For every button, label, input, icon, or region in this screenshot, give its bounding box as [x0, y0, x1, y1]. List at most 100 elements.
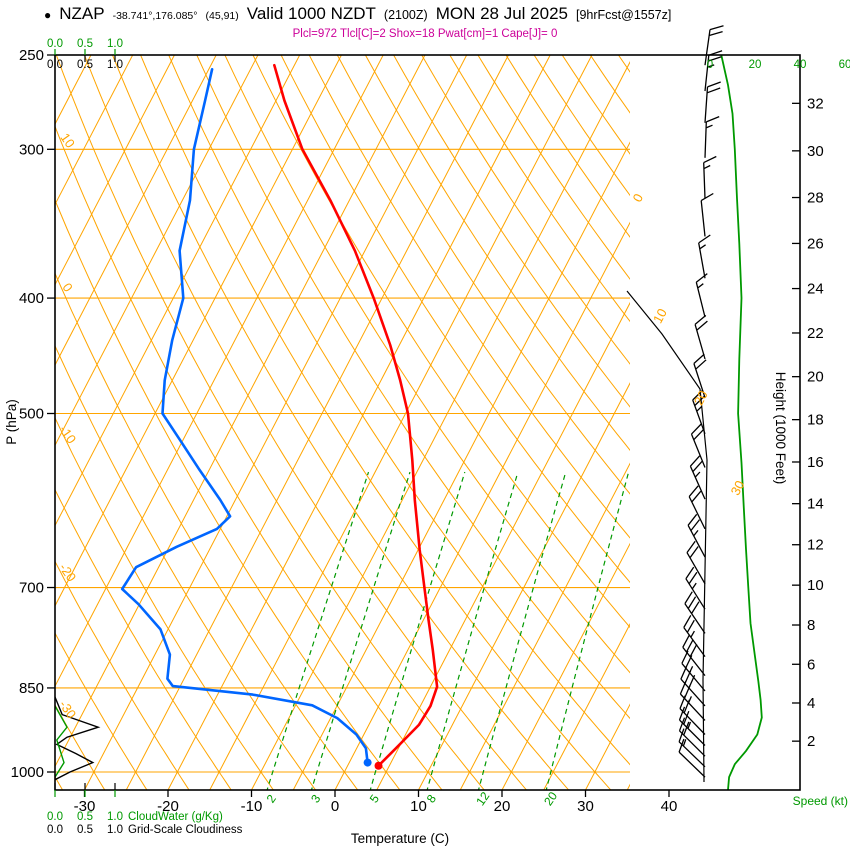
wind-barb	[704, 81, 721, 123]
dry-adiabat-line	[55, 198, 401, 790]
height-tick-label: 10	[807, 577, 824, 594]
wind-barb	[687, 513, 706, 558]
wind-barb	[680, 666, 706, 707]
isotherm-line	[55, 55, 134, 206]
isotherm-line	[55, 55, 175, 286]
temperature-tick-label: 0	[331, 798, 339, 815]
dry-adiabat-line	[224, 55, 630, 674]
dry-adiabat-line	[55, 416, 275, 790]
wind-barb	[689, 455, 706, 500]
dry-adiabat-line	[759, 55, 850, 792]
dry-adiabat-line	[449, 55, 630, 323]
isotherm-line	[55, 55, 426, 768]
mixing-ratio-lines	[266, 471, 630, 790]
wind-barb	[700, 192, 714, 237]
wind-barb	[703, 155, 717, 199]
wind-barb	[679, 680, 706, 721]
height-tick-label: 30	[807, 143, 824, 160]
height-tick-label: 18	[807, 412, 824, 429]
cloudiness-scale-label: 0.5	[77, 59, 93, 71]
mixing-ratio-value-label: 2	[264, 792, 279, 806]
dry-adiabat-line	[308, 55, 630, 539]
wind-barb	[694, 314, 708, 360]
wind-barb	[678, 728, 706, 768]
dry-adiabat-line	[364, 55, 630, 451]
dry-adiabat-line	[252, 55, 630, 629]
temperature-trace	[272, 63, 439, 768]
wind-barb	[686, 540, 706, 585]
dry-adiabat-line	[393, 55, 630, 408]
dry-adiabat-line	[55, 55, 485, 790]
skewt-grid	[55, 55, 850, 792]
cloudwater-scale-label: 0.0	[47, 811, 63, 823]
height-tick-label: 32	[807, 95, 824, 112]
isotherm-line	[251, 61, 630, 790]
cloudiness-scale-label: 1.0	[107, 59, 123, 71]
dry-adiabat-line	[843, 55, 850, 792]
height-axis-title: Height (1000 Feet)	[773, 372, 788, 485]
wind-barb	[679, 695, 706, 735]
height-tick-label: 16	[807, 454, 824, 471]
isotherm-line	[55, 55, 217, 367]
wind-barb	[688, 485, 706, 530]
temperature-tick-label: -30	[74, 798, 96, 815]
dry-adiabat-line	[55, 125, 443, 790]
cloudiness-scale-label: 1.0	[107, 824, 123, 836]
wind-panel	[626, 25, 763, 790]
temperature-tick-label: 30	[577, 798, 594, 815]
cloudwater-scale-label: 1.0	[107, 38, 123, 50]
pressure-tick-label: 250	[19, 47, 44, 64]
speed-tick-label: 60	[839, 59, 850, 71]
pressure-tick-label: 500	[19, 405, 44, 422]
cloudwater-scale-label: 0.0	[47, 38, 63, 50]
surface-temperature-dot	[374, 761, 383, 770]
cloudwater-scale-label: 0.5	[77, 811, 93, 823]
height-tick-label: 24	[807, 281, 824, 298]
dry-adiabat-line	[55, 488, 232, 790]
mixing-ratio-line	[266, 471, 370, 790]
isotherm-line	[292, 141, 630, 790]
dry-adiabat-line	[505, 55, 630, 238]
temperature-tick-label: 10	[410, 798, 427, 815]
plot-border	[54, 54, 801, 791]
surface-dewpoint-dot	[363, 758, 372, 767]
temperature-tick-label: 20	[494, 798, 511, 815]
dry-adiabat-line	[196, 55, 630, 720]
dry-adiabat-line	[421, 55, 630, 365]
adiabat-value-label: -20	[56, 560, 79, 584]
station-name: NZAP	[59, 4, 105, 23]
wind-barb	[704, 115, 720, 158]
station-coords: -38.741°,176.085°	[112, 10, 198, 22]
wind-barb	[698, 234, 711, 279]
cloudwater-title: CloudWater (g/Kg)	[128, 811, 223, 823]
isotherm-line	[501, 542, 630, 790]
speed-tick-label: 0	[707, 59, 713, 71]
wind-barb	[678, 717, 706, 757]
pressure-tick-label: 700	[19, 580, 44, 597]
dry-adiabat-line	[55, 632, 148, 790]
isotherm-line	[84, 55, 468, 790]
speed-tick-label: 20	[749, 59, 762, 71]
wind-barb	[683, 614, 706, 657]
isotherm-value-label: 30	[728, 478, 748, 498]
station-bullet-icon: ●	[44, 8, 52, 22]
mixing-ratio-value-label: 20	[541, 789, 560, 808]
speed-axis-title: Speed (kt)	[793, 794, 848, 808]
height-tick-label: 28	[807, 190, 824, 207]
isotherm-value-label: 20	[691, 388, 711, 408]
valid-time: Valid 1000 NZDT	[246, 4, 376, 23]
sounding-traces	[120, 63, 439, 770]
dry-adiabat-line	[112, 55, 570, 790]
mixing-ratio-line	[369, 471, 466, 790]
mixing-ratio-line	[310, 471, 411, 790]
height-tick-label: 12	[807, 537, 824, 554]
wind-barb	[678, 738, 706, 778]
title-bar: ● NZAP -38.741°,176.085° (45,91) Valid 1…	[44, 4, 671, 24]
height-tick-label: 2	[807, 733, 815, 750]
adiabat-value-label: 0	[59, 280, 75, 295]
pressure-tick-label: 1000	[11, 764, 44, 781]
isotherm-line	[334, 221, 630, 790]
wind-panel-divider-line	[626, 290, 708, 783]
adiabat-value-label: 10	[57, 130, 78, 150]
